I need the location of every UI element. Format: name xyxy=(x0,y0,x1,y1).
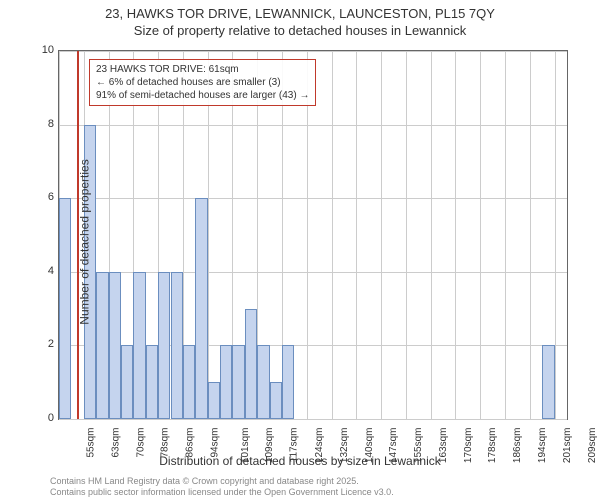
x-tick-label: 209sqm xyxy=(587,428,598,464)
x-tick-label: 124sqm xyxy=(314,428,325,464)
histogram-bar xyxy=(109,272,121,419)
y-tick-label: 0 xyxy=(14,412,54,424)
histogram-bar xyxy=(183,345,195,419)
title-line-1: 23, HAWKS TOR DRIVE, LEWANNICK, LAUNCEST… xyxy=(0,6,600,23)
y-tick-label: 4 xyxy=(14,265,54,277)
y-tick-label: 6 xyxy=(14,191,54,203)
histogram-bar xyxy=(96,272,108,419)
gridline-v xyxy=(480,51,481,419)
gridline-v xyxy=(208,51,209,419)
gridline-v xyxy=(381,51,382,419)
histogram-bar xyxy=(208,382,220,419)
histogram-bar xyxy=(232,345,244,419)
histogram-bar xyxy=(282,345,294,419)
x-tick-label: 117sqm xyxy=(289,428,300,463)
annotation-line: ← 6% of detached houses are smaller (3) xyxy=(96,76,309,89)
x-tick-label: 78sqm xyxy=(160,428,171,458)
gridline-v xyxy=(431,51,432,419)
histogram-bar xyxy=(270,382,282,419)
histogram-bar xyxy=(121,345,133,419)
histogram-bar xyxy=(542,345,554,419)
gridline-h xyxy=(59,198,567,199)
gridline-v xyxy=(455,51,456,419)
histogram-bar xyxy=(133,272,145,419)
gridline-v xyxy=(307,51,308,419)
x-tick-label: 194sqm xyxy=(537,428,548,464)
y-tick-label: 8 xyxy=(14,118,54,130)
annotation-box: 23 HAWKS TOR DRIVE: 61sqm← 6% of detache… xyxy=(89,59,316,106)
footer-line-2: Contains public sector information licen… xyxy=(50,487,394,498)
x-tick-label: 186sqm xyxy=(512,428,523,464)
annotation-line: 23 HAWKS TOR DRIVE: 61sqm xyxy=(96,63,309,76)
histogram-bar xyxy=(245,309,257,419)
gridline-h xyxy=(59,419,567,420)
x-tick-label: 147sqm xyxy=(388,428,399,464)
gridline-v xyxy=(555,51,556,419)
footer-attribution: Contains HM Land Registry data © Crown c… xyxy=(50,476,394,498)
gridline-v xyxy=(406,51,407,419)
histogram-bar xyxy=(59,198,71,419)
x-tick-label: 163sqm xyxy=(438,428,449,464)
gridline-v xyxy=(505,51,506,419)
title-line-2: Size of property relative to detached ho… xyxy=(0,23,600,40)
title-block: 23, HAWKS TOR DRIVE, LEWANNICK, LAUNCEST… xyxy=(0,0,600,40)
histogram-bar xyxy=(220,345,232,419)
x-tick-label: 178sqm xyxy=(488,428,499,464)
histogram-bar xyxy=(195,198,207,419)
x-tick-label: 55sqm xyxy=(86,428,97,458)
x-tick-label: 109sqm xyxy=(265,428,276,464)
gridline-v xyxy=(530,51,531,419)
x-tick-label: 201sqm xyxy=(562,428,573,464)
plot-area: 23 HAWKS TOR DRIVE: 61sqm← 6% of detache… xyxy=(58,50,568,420)
histogram-bar xyxy=(158,272,170,419)
gridline-v xyxy=(356,51,357,419)
histogram-bar xyxy=(257,345,269,419)
x-tick-label: 101sqm xyxy=(240,428,251,464)
chart-container: 23, HAWKS TOR DRIVE, LEWANNICK, LAUNCEST… xyxy=(0,0,600,500)
x-tick-label: 94sqm xyxy=(209,428,220,458)
x-tick-label: 70sqm xyxy=(135,428,146,458)
histogram-bar xyxy=(146,345,158,419)
gridline-v xyxy=(332,51,333,419)
annotation-line: 91% of semi-detached houses are larger (… xyxy=(96,89,309,102)
y-tick-label: 10 xyxy=(14,44,54,56)
y-axis-label: Number of detached properties xyxy=(78,159,92,324)
x-tick-label: 86sqm xyxy=(185,428,196,458)
gridline-h xyxy=(59,51,567,52)
y-tick-label: 2 xyxy=(14,338,54,350)
histogram-bar xyxy=(171,272,183,419)
x-tick-label: 63sqm xyxy=(110,428,121,458)
x-tick-label: 140sqm xyxy=(364,428,375,464)
x-tick-label: 155sqm xyxy=(413,428,424,464)
gridline-h xyxy=(59,125,567,126)
x-tick-label: 132sqm xyxy=(339,428,350,464)
footer-line-1: Contains HM Land Registry data © Crown c… xyxy=(50,476,394,487)
x-tick-label: 170sqm xyxy=(463,428,474,464)
